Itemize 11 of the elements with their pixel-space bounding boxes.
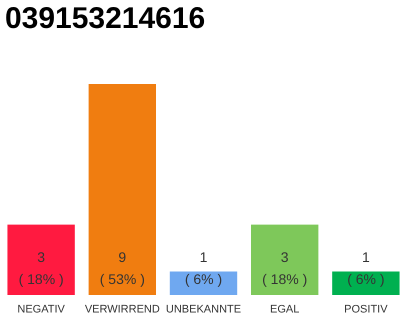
data-label: 1 ( 6% ) bbox=[347, 249, 385, 287]
x-tick-label: VERWIRREND bbox=[84, 304, 160, 316]
x-tick-label: UNBEKANNTE bbox=[166, 304, 242, 316]
data-label: 3 ( 18% ) bbox=[18, 249, 64, 287]
x-tick-label: POSITIV bbox=[344, 304, 388, 316]
x-tick-label: EGAL bbox=[270, 304, 300, 316]
data-label: 1 ( 6% ) bbox=[184, 249, 222, 287]
data-label: 9 ( 53% ) bbox=[100, 249, 145, 287]
data-label: 3 ( 18% ) bbox=[262, 249, 308, 287]
x-tick-label: NEGATIV bbox=[17, 304, 66, 316]
chart-title: 039153214616 bbox=[5, 2, 206, 35]
